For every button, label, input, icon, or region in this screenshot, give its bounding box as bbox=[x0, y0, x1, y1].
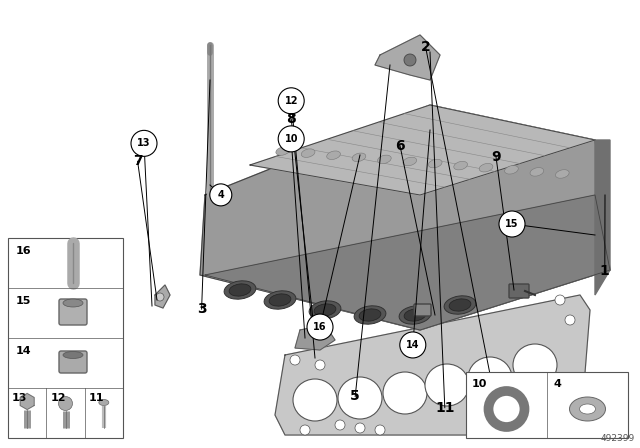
Circle shape bbox=[495, 398, 518, 420]
Text: 13: 13 bbox=[137, 138, 151, 148]
Circle shape bbox=[375, 425, 385, 435]
Text: 9: 9 bbox=[491, 150, 501, 164]
Ellipse shape bbox=[354, 306, 386, 324]
Text: 3: 3 bbox=[196, 302, 207, 316]
Polygon shape bbox=[295, 325, 335, 350]
Ellipse shape bbox=[449, 299, 471, 311]
Text: 16: 16 bbox=[313, 322, 327, 332]
Polygon shape bbox=[595, 140, 610, 295]
FancyBboxPatch shape bbox=[59, 299, 87, 325]
Polygon shape bbox=[375, 35, 440, 80]
Ellipse shape bbox=[556, 170, 569, 178]
Ellipse shape bbox=[276, 147, 289, 155]
Ellipse shape bbox=[399, 306, 431, 324]
Circle shape bbox=[156, 293, 164, 301]
Circle shape bbox=[565, 425, 575, 435]
Circle shape bbox=[404, 54, 416, 66]
Ellipse shape bbox=[224, 281, 256, 299]
Ellipse shape bbox=[352, 153, 366, 162]
Ellipse shape bbox=[403, 157, 417, 166]
Text: 15: 15 bbox=[505, 219, 519, 229]
Ellipse shape bbox=[468, 357, 512, 399]
Circle shape bbox=[535, 425, 545, 435]
Ellipse shape bbox=[338, 377, 382, 419]
Ellipse shape bbox=[326, 151, 340, 159]
Text: 14: 14 bbox=[16, 346, 31, 356]
Text: 11: 11 bbox=[435, 401, 454, 415]
Text: 11: 11 bbox=[89, 393, 104, 403]
Text: 4: 4 bbox=[553, 379, 561, 389]
Circle shape bbox=[355, 423, 365, 433]
Ellipse shape bbox=[378, 155, 391, 164]
Text: 10: 10 bbox=[472, 379, 488, 389]
Circle shape bbox=[499, 211, 525, 237]
Ellipse shape bbox=[404, 309, 426, 321]
Text: 6: 6 bbox=[395, 138, 405, 153]
Text: 16: 16 bbox=[16, 246, 31, 256]
Ellipse shape bbox=[383, 372, 427, 414]
Bar bbox=[8, 238, 123, 438]
Bar bbox=[466, 372, 628, 438]
Polygon shape bbox=[205, 195, 610, 330]
Text: 15: 15 bbox=[16, 296, 31, 306]
Text: 13: 13 bbox=[12, 393, 28, 403]
Polygon shape bbox=[20, 393, 34, 409]
Circle shape bbox=[278, 88, 304, 114]
Circle shape bbox=[555, 295, 565, 305]
Ellipse shape bbox=[428, 159, 442, 168]
Ellipse shape bbox=[229, 284, 251, 296]
Ellipse shape bbox=[63, 299, 83, 307]
Text: 2: 2 bbox=[420, 40, 431, 54]
Text: 7: 7 bbox=[132, 154, 143, 168]
FancyBboxPatch shape bbox=[59, 351, 87, 373]
Text: 12: 12 bbox=[284, 96, 298, 106]
Ellipse shape bbox=[309, 301, 341, 319]
Ellipse shape bbox=[63, 352, 83, 358]
Ellipse shape bbox=[269, 294, 291, 306]
Circle shape bbox=[278, 126, 304, 152]
Text: 14: 14 bbox=[406, 340, 420, 350]
Ellipse shape bbox=[314, 304, 336, 316]
Circle shape bbox=[210, 184, 232, 206]
Ellipse shape bbox=[479, 164, 493, 172]
Polygon shape bbox=[250, 105, 595, 195]
Ellipse shape bbox=[359, 309, 381, 321]
Ellipse shape bbox=[444, 296, 476, 314]
Text: 4: 4 bbox=[218, 190, 224, 200]
Circle shape bbox=[131, 130, 157, 156]
Circle shape bbox=[58, 396, 72, 410]
Ellipse shape bbox=[570, 397, 605, 421]
Polygon shape bbox=[275, 295, 590, 435]
Text: 492399: 492399 bbox=[601, 434, 635, 443]
Polygon shape bbox=[155, 285, 170, 308]
Circle shape bbox=[400, 332, 426, 358]
Circle shape bbox=[335, 420, 345, 430]
Circle shape bbox=[307, 314, 333, 340]
FancyBboxPatch shape bbox=[414, 304, 431, 316]
Polygon shape bbox=[200, 105, 610, 330]
Text: 5: 5 bbox=[350, 389, 360, 404]
Text: 1: 1 bbox=[600, 264, 610, 278]
Ellipse shape bbox=[425, 364, 469, 406]
Ellipse shape bbox=[454, 161, 467, 170]
Ellipse shape bbox=[301, 149, 315, 157]
Ellipse shape bbox=[293, 379, 337, 421]
Circle shape bbox=[290, 355, 300, 365]
Circle shape bbox=[315, 360, 325, 370]
Circle shape bbox=[300, 425, 310, 435]
Text: 12: 12 bbox=[51, 393, 66, 403]
Ellipse shape bbox=[504, 165, 518, 174]
Ellipse shape bbox=[513, 344, 557, 386]
Ellipse shape bbox=[530, 168, 544, 176]
Ellipse shape bbox=[264, 291, 296, 309]
FancyBboxPatch shape bbox=[509, 284, 529, 298]
Circle shape bbox=[565, 315, 575, 325]
Text: 8: 8 bbox=[286, 112, 296, 126]
Text: 10: 10 bbox=[284, 134, 298, 144]
Ellipse shape bbox=[99, 400, 109, 405]
Ellipse shape bbox=[579, 404, 595, 414]
